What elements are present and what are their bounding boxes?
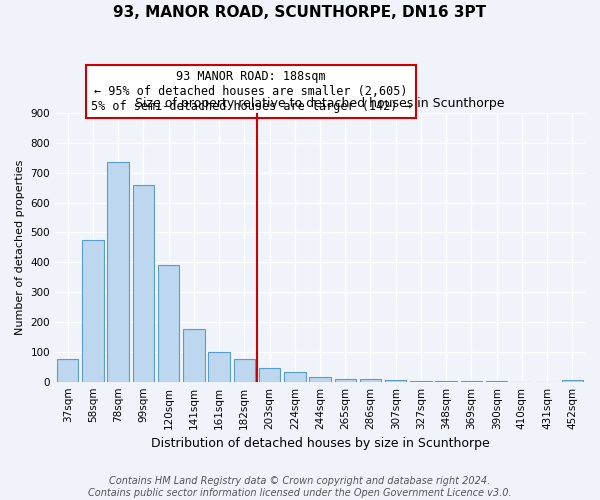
Bar [82, 240, 104, 382]
Text: 93, MANOR ROAD, SCUNTHORPE, DN16 3PT: 93, MANOR ROAD, SCUNTHORPE, DN16 3PT [113, 5, 487, 20]
Bar [436, 381, 457, 382]
Bar [410, 381, 431, 382]
Title: Size of property relative to detached houses in Scunthorpe: Size of property relative to detached ho… [135, 98, 505, 110]
Bar [385, 380, 406, 382]
Bar [133, 184, 154, 382]
Bar [183, 330, 205, 382]
Text: 93 MANOR ROAD: 188sqm
← 95% of detached houses are smaller (2,605)
5% of semi-de: 93 MANOR ROAD: 188sqm ← 95% of detached … [91, 70, 412, 113]
Text: Contains HM Land Registry data © Crown copyright and database right 2024.
Contai: Contains HM Land Registry data © Crown c… [88, 476, 512, 498]
Bar [360, 380, 381, 382]
Bar [208, 352, 230, 382]
Bar [284, 372, 305, 382]
Bar [158, 266, 179, 382]
Bar [309, 377, 331, 382]
Bar [259, 368, 280, 382]
Bar [107, 162, 129, 382]
Bar [562, 380, 583, 382]
Bar [57, 360, 79, 382]
X-axis label: Distribution of detached houses by size in Scunthorpe: Distribution of detached houses by size … [151, 437, 490, 450]
Bar [335, 378, 356, 382]
Y-axis label: Number of detached properties: Number of detached properties [15, 160, 25, 335]
Bar [233, 360, 255, 382]
